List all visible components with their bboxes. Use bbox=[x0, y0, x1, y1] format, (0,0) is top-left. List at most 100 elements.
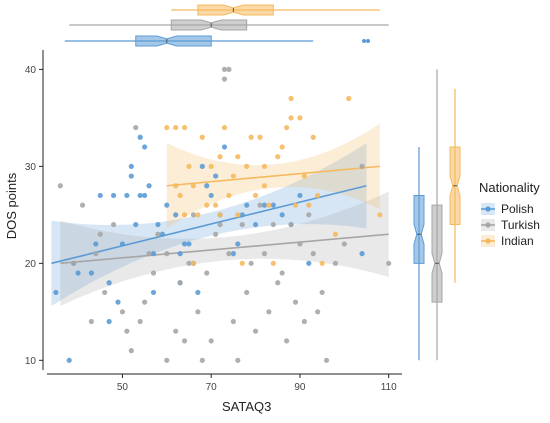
data-point-turkish bbox=[97, 231, 103, 237]
data-point-polish bbox=[88, 270, 94, 276]
outlier-top-polish bbox=[366, 39, 370, 43]
data-point-turkish bbox=[297, 241, 303, 247]
data-point-turkish bbox=[319, 289, 325, 296]
data-point-polish bbox=[97, 192, 103, 199]
data-point-polish bbox=[204, 183, 210, 189]
data-point-polish bbox=[119, 241, 126, 247]
boxplot-top-indian bbox=[197, 4, 274, 16]
y-tick-label: 40 bbox=[25, 65, 37, 76]
data-point-polish bbox=[106, 318, 112, 325]
data-point-indian bbox=[239, 260, 245, 266]
data-point-indian bbox=[332, 231, 339, 237]
data-point-polish bbox=[75, 270, 81, 276]
y-tick-label: 20 bbox=[25, 259, 37, 270]
data-point-turkish bbox=[57, 183, 63, 189]
data-point-indian bbox=[195, 212, 201, 218]
data-point-turkish bbox=[226, 66, 232, 72]
data-point-indian bbox=[208, 163, 214, 169]
x-tick-label: 110 bbox=[381, 382, 397, 393]
data-point-turkish bbox=[248, 260, 254, 266]
data-point-turkish bbox=[315, 309, 321, 315]
data-point-polish bbox=[150, 289, 157, 296]
x-axis-label: SATAQ3 bbox=[222, 399, 271, 414]
data-point-indian bbox=[346, 95, 352, 102]
y-axis-label: DOS points bbox=[4, 172, 19, 239]
legend-marker-turkish bbox=[485, 222, 491, 228]
data-point-indian bbox=[377, 212, 383, 218]
data-point-polish bbox=[173, 212, 179, 218]
data-point-polish bbox=[142, 192, 148, 199]
data-point-turkish bbox=[266, 309, 272, 315]
data-point-polish bbox=[164, 202, 170, 208]
data-point-polish bbox=[177, 251, 183, 257]
data-point-indian bbox=[252, 192, 259, 199]
boxplot-right-polish bbox=[413, 194, 425, 264]
data-point-turkish bbox=[164, 251, 170, 257]
data-point-turkish bbox=[181, 338, 188, 344]
data-point-indian bbox=[288, 95, 294, 102]
data-point-polish bbox=[142, 144, 148, 150]
data-point-turkish bbox=[133, 124, 139, 131]
data-point-indian bbox=[235, 154, 241, 160]
data-point-indian bbox=[315, 192, 321, 199]
x-tick-label: 50 bbox=[117, 382, 129, 393]
data-point-turkish bbox=[208, 338, 214, 344]
data-point-indian bbox=[190, 260, 197, 266]
data-point-turkish bbox=[341, 241, 347, 247]
data-point-turkish bbox=[257, 202, 263, 208]
data-point-indian bbox=[310, 134, 316, 140]
data-point-polish bbox=[128, 173, 134, 179]
data-point-polish bbox=[261, 202, 268, 208]
data-point-polish bbox=[270, 202, 276, 208]
data-point-indian bbox=[279, 144, 285, 150]
data-point-polish bbox=[155, 221, 161, 228]
data-point-indian bbox=[181, 212, 188, 218]
data-point-turkish bbox=[279, 270, 285, 276]
data-point-polish bbox=[252, 221, 259, 228]
data-point-indian bbox=[248, 134, 254, 140]
data-point-turkish bbox=[190, 212, 197, 218]
data-point-polish bbox=[297, 192, 303, 199]
data-point-turkish bbox=[252, 328, 259, 334]
data-point-indian bbox=[173, 124, 179, 131]
data-point-turkish bbox=[71, 260, 77, 266]
data-point-turkish bbox=[359, 163, 365, 169]
data-point-indian bbox=[319, 260, 325, 266]
data-point-polish bbox=[146, 183, 152, 189]
data-point-turkish bbox=[128, 348, 134, 354]
data-point-polish bbox=[208, 192, 214, 199]
trend-line-turkish bbox=[60, 233, 389, 265]
data-point-turkish bbox=[146, 251, 152, 257]
data-point-polish bbox=[213, 173, 219, 179]
legend-marker-indian bbox=[485, 238, 491, 244]
data-point-indian bbox=[190, 183, 197, 189]
data-point-polish bbox=[150, 251, 157, 257]
boxplot-top-turkish bbox=[170, 19, 248, 31]
data-point-polish bbox=[199, 163, 205, 169]
data-point-turkish bbox=[261, 251, 268, 257]
y-tick-label: 30 bbox=[25, 162, 37, 173]
data-point-indian bbox=[181, 124, 188, 131]
data-point-indian bbox=[284, 124, 290, 131]
y-tick-label: 10 bbox=[25, 356, 37, 367]
data-point-indian bbox=[213, 202, 219, 208]
data-point-turkish bbox=[204, 270, 210, 276]
data-point-indian bbox=[164, 124, 170, 131]
data-point-turkish bbox=[244, 289, 250, 296]
boxplot-right-turkish bbox=[431, 204, 443, 303]
legend-label-indian: Indian bbox=[501, 234, 534, 248]
data-point-indian bbox=[230, 173, 236, 179]
data-point-polish bbox=[137, 134, 143, 140]
axes: 50 70 90 110 10 20 30 40 bbox=[25, 50, 402, 393]
outlier-top-polish bbox=[362, 39, 366, 43]
trend-line-polish bbox=[51, 184, 367, 265]
data-point-turkish bbox=[88, 318, 94, 325]
data-point-turkish bbox=[102, 289, 108, 296]
data-point-polish bbox=[239, 212, 245, 218]
data-point-turkish bbox=[177, 280, 183, 286]
data-point-turkish bbox=[155, 231, 161, 237]
data-point-turkish bbox=[270, 221, 276, 228]
data-point-turkish bbox=[332, 260, 339, 266]
data-point-turkish bbox=[235, 357, 241, 363]
